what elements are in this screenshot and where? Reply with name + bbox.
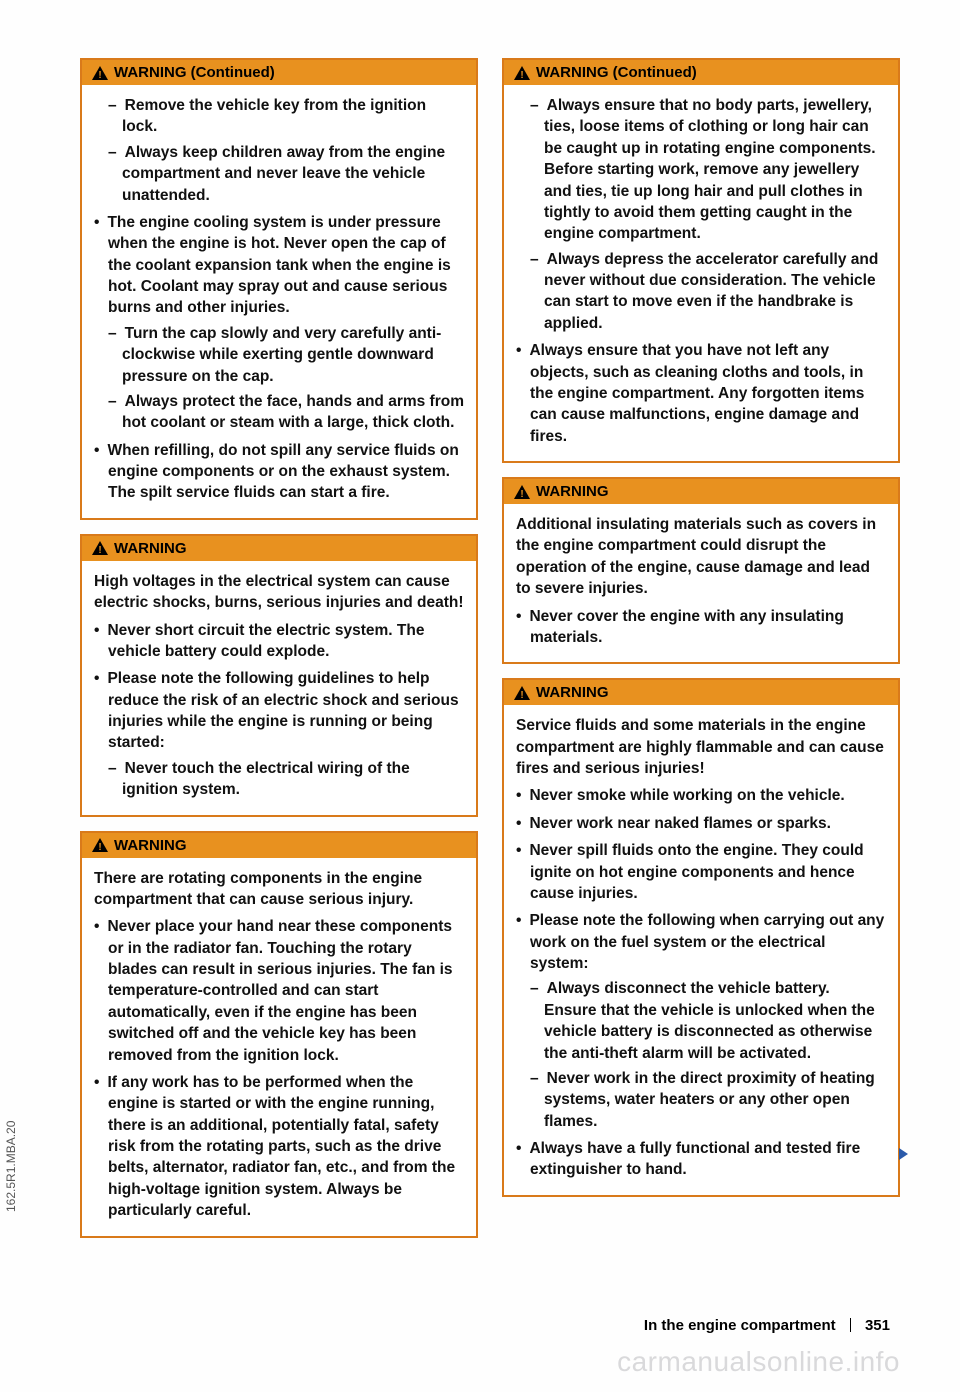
- warning-header: ! WARNING: [504, 479, 898, 504]
- right-column: ! WARNING (Continued) Always ensure that…: [502, 58, 900, 1238]
- warning-text: Never work near naked flames or sparks.: [516, 813, 886, 834]
- warning-box-rotating: ! WARNING There are rotating components …: [80, 831, 478, 1238]
- watermark-text: carmanualsonline.info: [617, 1346, 900, 1378]
- warning-text: Service fluids and some materials in the…: [516, 715, 886, 779]
- warning-text: Turn the cap slowly and very carefully a…: [94, 323, 464, 387]
- warning-text: Additional insulating materials such as …: [516, 514, 886, 600]
- left-column: ! WARNING (Continued) Remove the vehicle…: [80, 58, 478, 1238]
- warning-text: When refilling, do not spill any service…: [94, 440, 464, 504]
- warning-triangle-icon: !: [514, 485, 530, 499]
- warning-text: Never spill fluids onto the engine. They…: [516, 840, 886, 904]
- warning-text: Never cover the engine with any insulati…: [516, 606, 886, 649]
- warning-text: Always depress the accelerator carefully…: [516, 249, 886, 335]
- warning-text: Always ensure that you have not left any…: [516, 340, 886, 447]
- svg-text:!: !: [98, 70, 101, 80]
- warning-text: Always keep children away from the engin…: [94, 142, 464, 206]
- warning-triangle-icon: !: [92, 541, 108, 555]
- footer-section-title: In the engine compartment: [644, 1317, 836, 1334]
- warning-text: Never short circuit the electric system.…: [94, 620, 464, 663]
- svg-text:!: !: [520, 690, 523, 700]
- warning-body: Service fluids and some materials in the…: [504, 705, 898, 1195]
- warning-body: Always ensure that no body parts, jewell…: [504, 85, 898, 461]
- warning-box-flammable: ! WARNING Service fluids and some materi…: [502, 678, 900, 1197]
- warning-text: Always ensure that no body parts, jewell…: [516, 95, 886, 245]
- warning-body: Additional insulating materials such as …: [504, 504, 898, 662]
- warning-text: High voltages in the electrical system c…: [94, 571, 464, 614]
- page-footer: In the engine compartment 351: [644, 1317, 890, 1334]
- warning-triangle-icon: !: [92, 66, 108, 80]
- warning-box-continued-1: ! WARNING (Continued) Remove the vehicle…: [80, 58, 478, 520]
- warning-box-continued-2: ! WARNING (Continued) Always ensure that…: [502, 58, 900, 463]
- warning-text: If any work has to be performed when the…: [94, 1072, 464, 1222]
- warning-text: Never smoke while working on the vehicle…: [516, 785, 886, 806]
- page-content: ! WARNING (Continued) Remove the vehicle…: [0, 0, 960, 1238]
- warning-text: Always disconnect the vehicle battery. E…: [516, 978, 886, 1064]
- warning-text: Always have a fully functional and teste…: [516, 1138, 886, 1181]
- svg-text:!: !: [520, 70, 523, 80]
- warning-text: There are rotating components in the eng…: [94, 868, 464, 911]
- warning-header: ! WARNING: [82, 833, 476, 858]
- document-reference-code: 162.5R1.MBA.20: [4, 1121, 18, 1212]
- footer-page-number: 351: [865, 1317, 890, 1334]
- warning-header-text: WARNING: [536, 483, 609, 500]
- warning-body: Remove the vehicle key from the ignition…: [82, 85, 476, 518]
- warning-text: The engine cooling system is under press…: [94, 212, 464, 319]
- warning-header-text: WARNING: [114, 540, 187, 557]
- warning-text: Never work in the direct proximity of he…: [516, 1068, 886, 1132]
- warning-header-text: WARNING: [536, 684, 609, 701]
- warning-text: Never touch the electrical wiring of the…: [94, 758, 464, 801]
- warning-header: ! WARNING: [82, 536, 476, 561]
- warning-text: Please note the following when carrying …: [516, 910, 886, 974]
- svg-text:!: !: [98, 842, 101, 852]
- warning-text: Remove the vehicle key from the ignition…: [94, 95, 464, 138]
- warning-text: Always protect the face, hands and arms …: [94, 391, 464, 434]
- warning-triangle-icon: !: [92, 838, 108, 852]
- warning-header-text: WARNING: [114, 837, 187, 854]
- warning-triangle-icon: !: [514, 66, 530, 80]
- warning-body: High voltages in the electrical system c…: [82, 561, 476, 815]
- warning-header: ! WARNING: [504, 680, 898, 705]
- continue-arrow-icon: [899, 1148, 908, 1160]
- warning-header: ! WARNING (Continued): [82, 60, 476, 85]
- svg-text:!: !: [98, 545, 101, 555]
- warning-header-text: WARNING (Continued): [114, 64, 275, 81]
- warning-body: There are rotating components in the eng…: [82, 858, 476, 1236]
- warning-box-electrical: ! WARNING High voltages in the electrica…: [80, 534, 478, 817]
- footer-divider: [850, 1318, 851, 1332]
- warning-text: Please note the following guidelines to …: [94, 668, 464, 754]
- warning-header: ! WARNING (Continued): [504, 60, 898, 85]
- warning-box-insulating: ! WARNING Additional insulating material…: [502, 477, 900, 664]
- svg-text:!: !: [520, 489, 523, 499]
- warning-text: Never place your hand near these compone…: [94, 916, 464, 1066]
- warning-header-text: WARNING (Continued): [536, 64, 697, 81]
- warning-triangle-icon: !: [514, 686, 530, 700]
